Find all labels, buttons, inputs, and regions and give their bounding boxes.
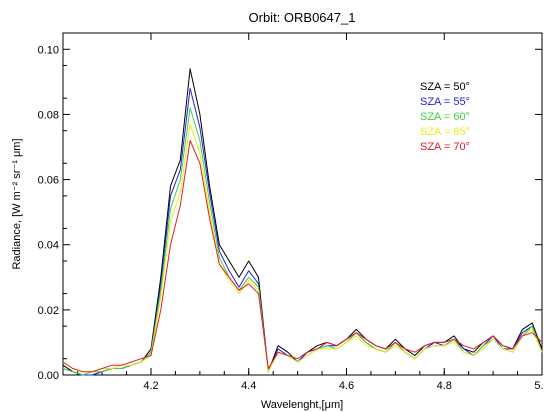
y-tick-label: 0.02	[38, 305, 59, 317]
plot-frame	[62, 32, 543, 376]
y-axis: 0.00 0.02 0.04 0.06 0.08 0.10	[38, 32, 542, 382]
series-line-1	[62, 68, 543, 376]
y-tick-label: 0.10	[38, 44, 59, 56]
series-line-5	[62, 140, 543, 373]
x-tick-label: 4.6	[339, 380, 354, 392]
legend-entry-1: SZA = 50°	[420, 81, 470, 93]
x-tick-label: 4.2	[143, 380, 158, 392]
legend-entry-3: SZA = 60°	[420, 111, 470, 123]
x-axis: 4.2 4.4 4.6 4.8 5.0	[77, 33, 544, 392]
y-tick-label: 0.04	[38, 240, 59, 252]
y-axis-title: Radiance, [W m⁻² sr⁻¹ μm]	[11, 138, 23, 269]
y-tick-label: 0.08	[38, 109, 59, 121]
y-tick-label: 0.00	[38, 370, 59, 382]
x-tick-label: 4.4	[241, 380, 256, 392]
x-axis-title: Wavelenght,[μm]	[261, 399, 343, 411]
legend-entry-4: SZA = 65°	[420, 126, 470, 138]
series-line-2	[62, 87, 543, 376]
series-line-3	[62, 107, 543, 376]
series-line-4	[62, 123, 543, 373]
y-tick-label: 0.06	[38, 175, 59, 187]
legend: SZA = 50° SZA = 55° SZA = 60° SZA = 65° SZA …	[420, 81, 470, 153]
x-tick-label: 5.0	[534, 380, 544, 392]
x-tick-label: 4.8	[437, 380, 452, 392]
legend-entry-2: SZA = 55°	[420, 96, 470, 108]
series-lines	[62, 68, 543, 376]
chart-title: Orbit: ORB0647_1	[249, 10, 356, 25]
legend-entry-5: SZA = 70°	[420, 141, 470, 153]
